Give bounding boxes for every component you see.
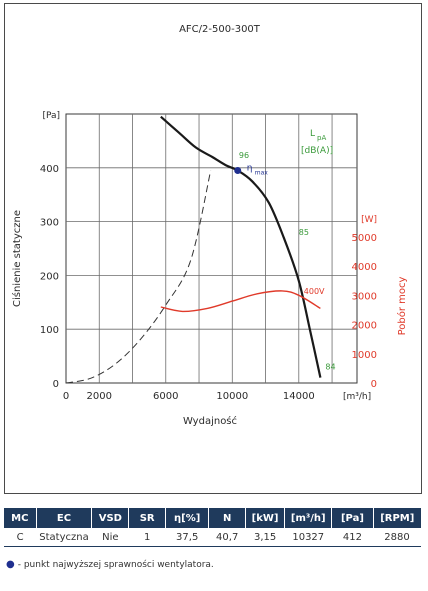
sound-level-label: 96 — [239, 151, 249, 160]
table-cell: 37,5 — [165, 528, 209, 547]
table-header-cell: MC — [4, 508, 37, 528]
table-header-cell: VSD — [91, 508, 130, 528]
y-unit-label: [Pa] — [42, 111, 60, 121]
lpa-label-sub: pA — [317, 134, 326, 142]
pressure-curve — [160, 115, 322, 378]
y2-tick-label: 4000 — [352, 262, 377, 273]
x-unit-label: [m³/h] — [343, 392, 371, 402]
y2-tick-label: 1000 — [352, 350, 377, 361]
table-cell: 2880 — [373, 528, 421, 547]
table-cell: C — [4, 528, 37, 547]
table-header-cell: [m³/h] — [284, 508, 333, 528]
x-tick-label: 2000 — [87, 391, 112, 402]
y-tick-label: 400 — [40, 164, 59, 175]
x-tick-label: 10000 — [216, 391, 248, 402]
sound-level-label: 85 — [299, 228, 309, 237]
y-tick-label: 100 — [40, 325, 59, 336]
lpa-label: L — [310, 129, 315, 139]
table-header-row: MC EC VSD SR η[%] N [kW] [m³/h] [Pa] [RPM] — [4, 508, 421, 528]
table-row: C Statyczna Nie 1 37,5 40,7 3,15 10327 412 2880 — [4, 528, 421, 547]
y-tick-label: 0 — [53, 379, 59, 390]
y2-tick-label: 3000 — [352, 291, 377, 302]
table-cell: 412 — [331, 528, 373, 547]
table-cell: 3,15 — [245, 528, 285, 547]
x-tick-label: 0 — [63, 391, 69, 402]
power-series-label: 400V — [304, 287, 325, 296]
table-cell: Statyczna — [36, 528, 92, 547]
max-efficiency-dot-icon: ● — [6, 559, 15, 570]
sound-level-label: 84 — [325, 363, 335, 372]
table-header-cell: N — [208, 508, 247, 528]
x-axis-label: Wydajność — [183, 415, 237, 427]
table-cell: 1 — [128, 528, 166, 547]
max-efficiency-point — [234, 166, 242, 174]
max-efficiency-label-sub: max — [255, 169, 269, 176]
table-cell: Nie — [91, 528, 129, 547]
table-header-cell: [Pa] — [331, 508, 374, 528]
table-cell: 10327 — [284, 528, 332, 547]
note-text: - punkt najwyższej sprawności wentylator… — [17, 560, 214, 570]
y2-unit-label: [W] — [361, 215, 377, 225]
chart-title: AFC/2-500-300T — [179, 24, 261, 35]
table-header-cell: EC — [36, 508, 93, 528]
chart-frame: AFC/2-500-300T 0 2000 6000 10000 14000 [m³/h] W… — [4, 3, 422, 494]
spec-table: MC EC VSD SR η[%] N [kW] [m³/h] [Pa] [RPM] C Staty… — [4, 508, 421, 547]
y2-tick-label: 0 — [371, 379, 377, 390]
y2-tick-label: 2000 — [352, 321, 377, 332]
plot-area — [65, 113, 358, 384]
table-cell: 40,7 — [208, 528, 246, 547]
system_curve-curve — [65, 170, 212, 384]
legend-note: ● - punkt najwyższej sprawności wentylato… — [6, 559, 214, 570]
lpa-unit-label: [dB(A)] — [301, 146, 333, 156]
y2-tick-label: 5000 — [352, 233, 377, 244]
table-header-cell: [RPM] — [373, 508, 421, 528]
power-curve — [160, 290, 321, 313]
y-tick-label: 200 — [40, 271, 59, 282]
x-tick-label: 14000 — [283, 391, 315, 402]
y-tick-label: 300 — [40, 218, 59, 229]
table-header-cell: [kW] — [245, 508, 286, 528]
max-efficiency-label: η — [247, 163, 253, 173]
x-tick-label: 6000 — [153, 391, 178, 402]
y2-axis-label: Pobór mocy — [396, 277, 408, 336]
table-header-cell: SR — [128, 508, 167, 528]
y-axis-label: Ciśnienie statyczne — [11, 210, 23, 307]
table-header-cell: η[%] — [165, 508, 210, 528]
